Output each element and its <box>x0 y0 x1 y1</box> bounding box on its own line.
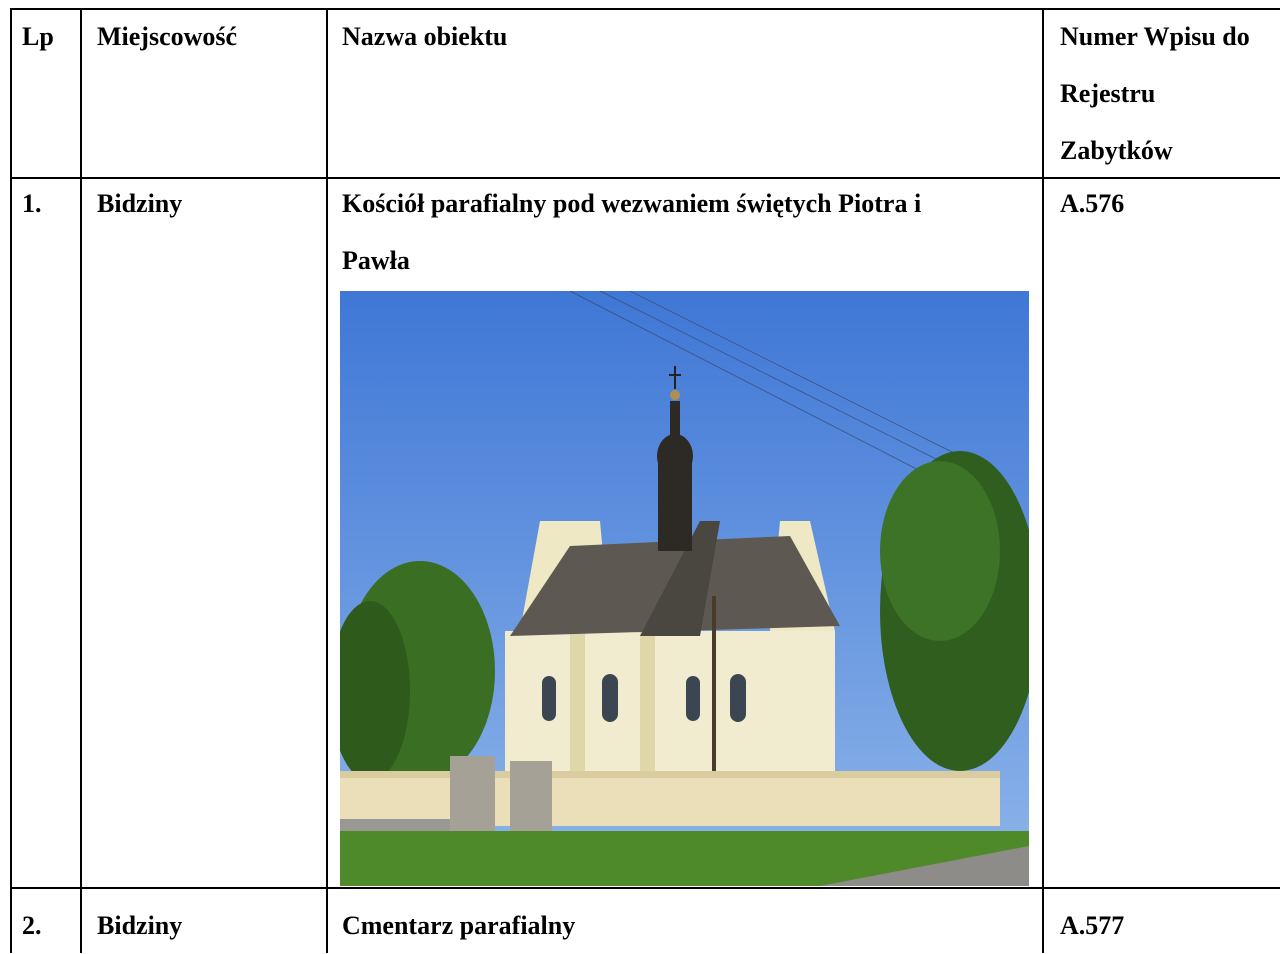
header-cell: Nazwa obiektu <box>342 8 507 65</box>
cell: A.577 <box>1060 897 1124 954</box>
cell: Cmentarz parafialny <box>342 897 575 954</box>
table-border <box>326 8 328 953</box>
cell: 1. <box>22 175 42 232</box>
table-border <box>1042 8 1044 953</box>
table-border <box>80 8 82 953</box>
cell: Bidziny <box>97 897 182 954</box>
page: {"table":{"header":["Lp","Miejscowość","… <box>0 0 1280 953</box>
header-cell: Lp <box>22 8 54 65</box>
header-cell: Miejscowość <box>97 8 237 65</box>
cell: Bidziny <box>97 175 182 232</box>
table-border <box>10 8 12 953</box>
cell: Kościół parafialny pod wezwaniem świętyc… <box>342 175 962 289</box>
church-photo <box>340 291 1029 886</box>
table-border <box>10 887 1280 889</box>
header-cell: Numer Wpisu do Rejestru Zabytków <box>1060 8 1260 179</box>
cell: A.576 <box>1060 175 1124 232</box>
cell: 2. <box>22 897 42 954</box>
